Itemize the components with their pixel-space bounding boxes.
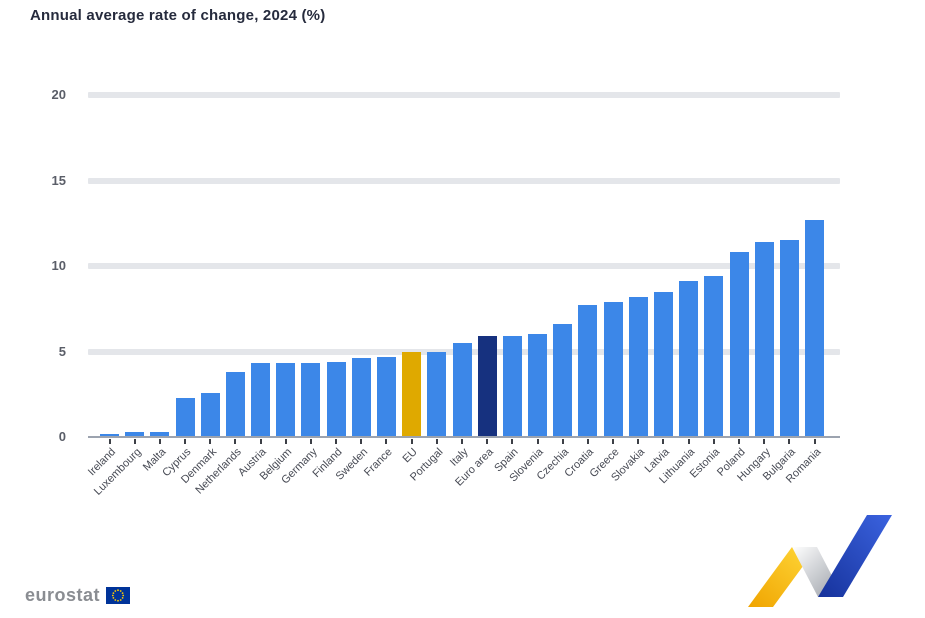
x-tick-mark: [486, 439, 489, 444]
bar-greece: [603, 301, 623, 437]
x-tick-mark: [410, 439, 413, 444]
y-tick-label-20: 20: [51, 87, 66, 102]
bar-cyprus: [175, 397, 195, 437]
x-tick-mark: [637, 439, 640, 444]
x-tick-mark: [763, 439, 766, 444]
statistics-ribbon-logo-icon: [748, 515, 892, 607]
x-tick-mark: [335, 439, 338, 444]
bar-bulgaria: [779, 240, 799, 437]
x-tick-mark: [133, 439, 136, 444]
bar-luxembourg: [125, 431, 145, 437]
bar-france: [376, 356, 396, 437]
x-tick-mark: [259, 439, 262, 444]
bar-latvia: [653, 291, 673, 437]
bar-italy: [452, 342, 472, 437]
x-tick-mark: [360, 439, 363, 444]
bar-finland: [326, 361, 346, 437]
x-axis-line: [88, 436, 840, 438]
bar-netherlands: [225, 372, 245, 437]
bar-portugal: [427, 351, 447, 437]
x-tick-mark: [158, 439, 161, 444]
bar-slovakia: [628, 296, 648, 437]
x-tick-mark: [712, 439, 715, 444]
x-tick-mark: [662, 439, 665, 444]
bar-ireland: [100, 433, 119, 437]
y-tick-label-15: 15: [51, 172, 66, 188]
gridline-15: [88, 177, 840, 184]
bar-romania: [805, 219, 825, 437]
gridline-10: [88, 263, 840, 269]
x-tick-mark: [385, 439, 388, 444]
bar-croatia: [578, 305, 598, 437]
y-tick-label-5: 5: [58, 343, 66, 359]
x-tick-mark: [536, 439, 539, 444]
bar-sweden: [351, 358, 371, 437]
x-tick-mark: [461, 439, 464, 444]
bar-germany: [301, 363, 321, 437]
bar-hungary: [754, 242, 774, 437]
bar-euro-area: [477, 336, 497, 437]
x-tick-mark: [813, 439, 816, 444]
x-tick-mark: [108, 439, 111, 444]
bar-belgium: [276, 363, 296, 437]
eu-flag-icon: [106, 586, 131, 604]
x-tick-mark: [284, 439, 287, 444]
x-tick-mark: [209, 439, 212, 444]
bar-slovenia: [528, 334, 548, 437]
x-tick-mark: [612, 439, 615, 444]
gridline-20: [88, 92, 840, 98]
y-tick-label-10: 10: [51, 258, 66, 273]
x-tick-mark: [687, 439, 690, 444]
x-axis-label-eu: EU: [400, 446, 421, 466]
x-tick-mark: [511, 439, 514, 444]
bar-czechia: [553, 324, 573, 437]
x-tick-mark: [561, 439, 564, 444]
bar-estonia: [704, 276, 724, 437]
x-tick-mark: [586, 439, 589, 444]
bar-malta: [150, 431, 170, 437]
bar-lithuania: [679, 281, 699, 437]
bar-poland: [729, 252, 749, 437]
x-tick-mark: [184, 439, 187, 444]
eurostat-brand: eurostat: [25, 584, 131, 606]
eurostat-wordmark: eurostat: [25, 584, 101, 605]
x-tick-mark: [788, 439, 791, 444]
y-tick-label-0: 0: [58, 429, 66, 444]
x-tick-mark: [738, 439, 740, 444]
x-tick-mark: [309, 439, 312, 444]
bar-spain: [502, 336, 522, 437]
bar-denmark: [200, 392, 220, 437]
chart-title: Annual average rate of change, 2024 (%): [30, 7, 326, 24]
bar-austria: [251, 363, 271, 437]
bar-eu: [402, 351, 422, 437]
x-tick-mark: [234, 439, 237, 444]
x-tick-mark: [435, 439, 438, 444]
